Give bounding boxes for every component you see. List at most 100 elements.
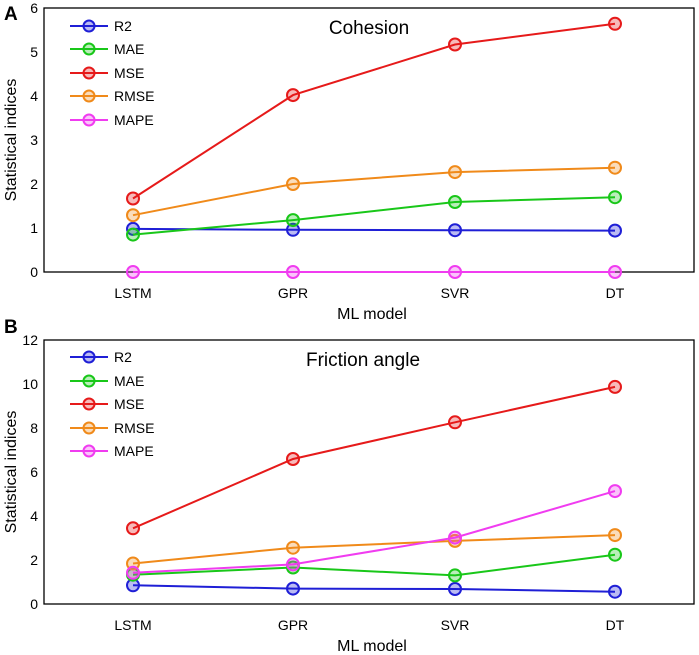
y-tick-label: 6 <box>30 0 38 16</box>
series-line-mae <box>132 553 616 577</box>
data-point-r2-gpr <box>286 581 300 596</box>
legend-entry-rmse: RMSE <box>70 420 154 436</box>
y-tick-label: 2 <box>30 552 38 568</box>
panel-b-letter: B <box>4 317 18 338</box>
data-point-mape-gpr <box>286 265 300 279</box>
legend-swatch-marker <box>82 89 96 103</box>
y-tick-label: 0 <box>30 596 38 612</box>
data-point-rmse-gpr <box>286 177 300 191</box>
legend-entry-mse: MSE <box>70 396 144 412</box>
legend-label: MAPE <box>114 443 154 459</box>
panel-b-x-tick-labels: LSTM GPR SVR DT <box>114 617 624 633</box>
legend-swatch-marker <box>82 374 96 388</box>
panel-b-y-tick-labels: 0 2 4 6 8 10 12 <box>22 332 38 612</box>
data-point-mape-gpr <box>286 557 300 572</box>
panel-a-title: Cohesion <box>329 18 409 39</box>
data-point-rmse-gpr <box>286 540 300 555</box>
panel-a-x-tick-labels: LSTM GPR SVR DT <box>114 285 624 301</box>
y-tick-label: 3 <box>30 132 38 148</box>
panel-a-letter: A <box>4 4 18 25</box>
series-line-rmse <box>132 166 616 217</box>
y-tick-label: 8 <box>30 420 38 436</box>
legend-entry-r2: R2 <box>70 349 132 365</box>
data-point-mse-lstm <box>126 521 140 536</box>
legend-label: R2 <box>114 349 132 365</box>
legend-entry-r2: R2 <box>70 18 132 34</box>
data-point-rmse-dt <box>608 160 622 175</box>
panel-a-y-tick-labels: 0 1 2 3 4 5 6 <box>30 0 38 280</box>
panel-b-legend: R2 MAE MSE RMSE MAPE <box>70 349 154 459</box>
series-rmse <box>126 160 622 223</box>
series-mae <box>126 547 622 583</box>
legend-label: R2 <box>114 18 132 34</box>
series-line-r2 <box>132 227 616 232</box>
legend-entry-mae: MAE <box>70 41 144 57</box>
legend-label: MSE <box>114 65 144 81</box>
y-tick-label: 12 <box>22 332 38 348</box>
y-tick-label: 10 <box>22 376 38 392</box>
legend-swatch-marker <box>82 42 96 56</box>
data-point-mape-dt <box>608 265 622 279</box>
panel-b-x-axis-label: ML model <box>337 638 407 655</box>
series-line-mse <box>132 385 616 530</box>
panel-b: B Friction angle Statistical indices ML … <box>3 317 695 655</box>
y-tick-label: 0 <box>30 264 38 280</box>
series-mape <box>126 484 622 580</box>
legend-entry-mape: MAPE <box>70 443 154 459</box>
panel-a-legend: R2 MAE MSE RMSE MAPE <box>70 18 154 128</box>
legend-swatch-marker <box>82 350 96 364</box>
series-mse <box>126 16 622 206</box>
series-line-r2 <box>132 584 616 593</box>
legend-swatch-marker <box>82 397 96 411</box>
legend-swatch-marker <box>82 19 96 33</box>
series-mape <box>126 265 622 279</box>
legend-label: MAPE <box>114 112 154 128</box>
data-point-mape-svr <box>448 530 462 545</box>
data-point-mape-lstm <box>126 565 140 580</box>
legend-swatch-marker <box>82 66 96 80</box>
legend-entry-rmse: RMSE <box>70 88 154 104</box>
legend-entry-mae: MAE <box>70 373 144 389</box>
data-point-rmse-svr <box>448 165 462 180</box>
legend-swatch-marker <box>82 113 96 127</box>
legend-label: RMSE <box>114 88 154 104</box>
data-point-r2-dt <box>608 584 622 599</box>
x-tick-label: SVR <box>441 285 470 301</box>
x-tick-label: DT <box>606 285 625 301</box>
data-point-r2-svr <box>448 223 462 238</box>
series-line-rmse <box>132 534 616 565</box>
data-point-mae-dt <box>608 190 622 205</box>
x-tick-label: DT <box>606 617 625 633</box>
data-point-mse-svr <box>448 37 462 52</box>
y-tick-label: 1 <box>30 220 38 236</box>
panel-a-y-axis-label: Statistical indices <box>3 79 20 202</box>
panel-a: A Cohesion Statistical indices ML model … <box>3 0 695 323</box>
series-line-mape <box>132 490 616 574</box>
series-r2 <box>126 578 622 599</box>
data-point-mse-gpr <box>286 88 300 103</box>
series-line-mse <box>132 22 616 200</box>
legend-label: MAE <box>114 41 144 57</box>
panel-a-x-axis-label: ML model <box>337 306 407 323</box>
data-point-mae-dt <box>608 547 622 562</box>
series-line-mae <box>132 196 616 236</box>
x-tick-label: SVR <box>441 617 470 633</box>
legend-label: MAE <box>114 373 144 389</box>
legend-entry-mse: MSE <box>70 65 144 81</box>
data-point-r2-gpr <box>286 222 300 237</box>
data-point-mae-svr <box>448 568 462 583</box>
data-point-r2-svr <box>448 582 462 596</box>
data-point-mape-dt <box>608 484 622 499</box>
series-mae <box>126 190 622 242</box>
y-tick-label: 4 <box>30 88 38 104</box>
legend-swatch-marker <box>82 421 96 435</box>
panel-a-series <box>126 16 622 279</box>
legend-entry-mape: MAPE <box>70 112 154 128</box>
data-point-mape-svr <box>448 265 462 279</box>
panel-b-series <box>126 379 622 599</box>
data-point-mape-lstm <box>126 265 140 279</box>
y-tick-label: 4 <box>30 508 38 524</box>
x-tick-label: GPR <box>278 617 308 633</box>
data-point-rmse-lstm <box>126 208 140 223</box>
